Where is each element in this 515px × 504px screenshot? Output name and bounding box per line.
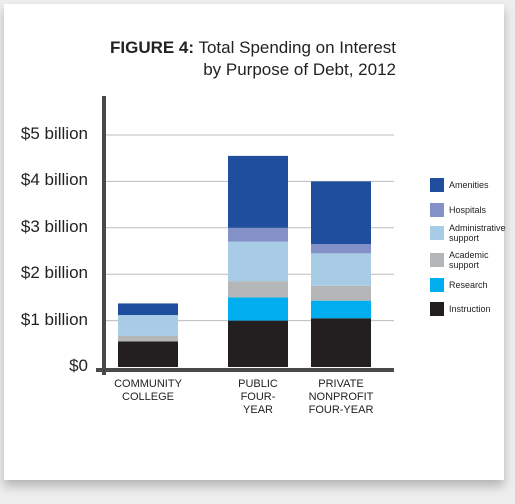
- bar-segment-2-0: [311, 318, 371, 367]
- y-tick-label-4: $4 billion: [20, 170, 88, 190]
- x-category-label-1-line-1: FOUR-: [240, 391, 276, 403]
- legend-label-1: Hospitals: [449, 205, 487, 215]
- y-tick-label-5: $5 billion: [20, 124, 88, 143]
- x-category-label-1: PUBLIC FOUR- YEAR: [203, 378, 313, 417]
- x-category-label-2-line-1: NONPROFIT: [308, 391, 374, 403]
- bar-segment-1-2: [228, 281, 288, 298]
- x-category-label-2-line-0: PRIVATE: [318, 378, 364, 390]
- bar-segment-2-5: [311, 181, 371, 245]
- bar-segment-1-0: [228, 320, 288, 367]
- legend-swatch-4: [430, 278, 444, 292]
- y-tick-label-1: $1 billion: [20, 309, 88, 329]
- chart-subtitle: by Purpose of Debt, 2012: [203, 60, 396, 79]
- legend-swatch-3: [430, 253, 444, 267]
- bar-segment-0-5: [118, 303, 178, 316]
- x-category-label-2-line-2: FOUR-YEAR: [308, 404, 374, 416]
- legend-label-5: Instruction: [449, 304, 491, 314]
- legend-label-2: Administrative support: [449, 223, 506, 243]
- bar-segment-0-2: [118, 335, 178, 342]
- bar-segment-1-3: [228, 241, 288, 282]
- bar-segment-1-5: [228, 155, 288, 228]
- legend-label-0: Amenities: [449, 180, 489, 190]
- chart-title: Total Spending on Interest: [198, 38, 396, 57]
- x-category-label-0-line-1: COLLEGE: [122, 391, 174, 403]
- bar-segment-2-2: [311, 285, 371, 301]
- chart-plot: [96, 96, 394, 375]
- x-category-label-0: COMMUNITY COLLEGE: [93, 378, 203, 404]
- figure-card: FIGURE 4: Total Spending on Interest by …: [4, 4, 506, 480]
- bar-segment-0-0: [118, 341, 178, 367]
- x-category-label-1-line-2: YEAR: [243, 404, 273, 416]
- y-tick-label-3: $3 billion: [20, 216, 88, 236]
- legend-swatch-0: [430, 178, 444, 192]
- bar-segment-1-4: [228, 227, 288, 242]
- legend-label-3: Academic support: [449, 250, 489, 270]
- figure-label: FIGURE 4:: [109, 38, 195, 57]
- x-category-label-0-line-0: COMMUNITY: [114, 378, 182, 390]
- bar-segment-2-1: [311, 300, 371, 319]
- legend-swatch-1: [430, 203, 444, 217]
- bar-segment-0-3: [118, 315, 178, 336]
- chart-title-line-1: FIGURE 4: Total Spending on Interest: [110, 38, 396, 58]
- bar-segment-2-4: [311, 244, 371, 254]
- legend-swatch-5: [430, 302, 444, 316]
- bar-segment-1-1: [228, 297, 288, 321]
- y-tick-label-0: $0: [69, 356, 88, 375]
- legend-swatch-2: [430, 226, 444, 240]
- x-category-label-1-line-0: PUBLIC: [238, 378, 278, 390]
- legend-label-4: Research: [449, 280, 488, 290]
- bar-segment-2-3: [311, 253, 371, 286]
- x-category-label-2: PRIVATE NONPROFIT FOUR-YEAR: [286, 378, 396, 417]
- y-tick-label-2: $2 billion: [20, 263, 88, 283]
